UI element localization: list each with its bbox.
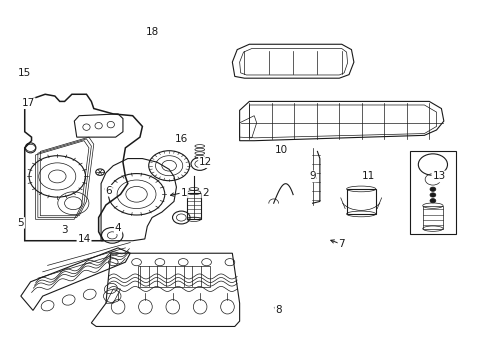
Text: 5: 5 (18, 218, 24, 228)
Circle shape (429, 187, 435, 192)
Text: 3: 3 (61, 225, 68, 235)
Text: 12: 12 (199, 157, 212, 167)
Text: 10: 10 (274, 145, 287, 155)
Bar (137, 266, 210, 287)
Circle shape (429, 199, 435, 203)
Text: 17: 17 (21, 98, 35, 108)
Text: 9: 9 (308, 171, 315, 181)
Text: 6: 6 (105, 186, 111, 196)
Text: 7: 7 (338, 239, 345, 249)
Text: 16: 16 (174, 134, 187, 144)
Bar (187, 193, 201, 219)
Text: 8: 8 (275, 305, 281, 315)
Circle shape (429, 193, 435, 197)
Text: 11: 11 (361, 171, 374, 181)
Text: 4: 4 (115, 223, 121, 233)
Text: 15: 15 (18, 68, 31, 78)
Bar (346, 189, 375, 214)
Text: 1: 1 (180, 188, 186, 198)
Text: 13: 13 (431, 171, 445, 181)
Text: 18: 18 (145, 27, 159, 37)
Text: 2: 2 (202, 188, 208, 198)
Bar (409, 152, 455, 234)
Bar (422, 206, 442, 229)
Text: 14: 14 (77, 234, 90, 244)
